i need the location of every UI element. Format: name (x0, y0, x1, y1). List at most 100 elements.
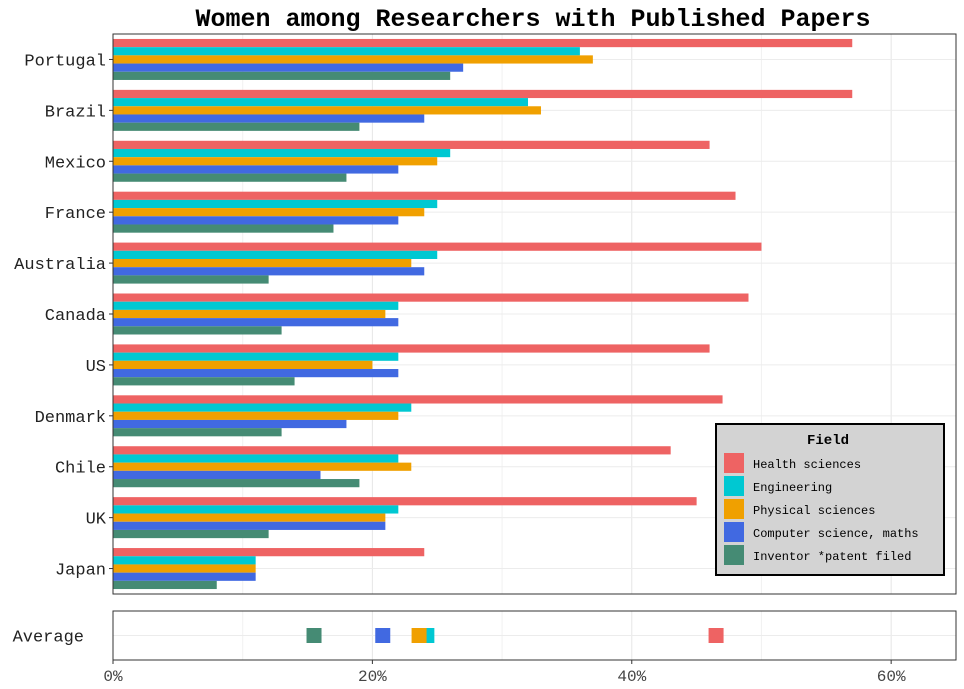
bar-france-health-sciences (113, 191, 736, 200)
bar-uk-engineering (113, 505, 399, 514)
category-group-uk (113, 497, 697, 539)
category-label: UK (86, 511, 107, 530)
bar-brazil-physical-sciences (113, 106, 541, 115)
bar-japan-inventor-patent-filed (113, 580, 217, 590)
bar-japan-physical-sciences (113, 564, 256, 573)
category-group-brazil (113, 89, 853, 131)
bar-japan-engineering (113, 556, 256, 565)
category-group-mexico (113, 140, 710, 182)
bar-france-engineering (113, 199, 438, 209)
main-panel-border (112, 33, 957, 595)
legend-box (715, 423, 945, 576)
bar-australia-engineering (113, 250, 438, 259)
category-label: US (86, 358, 106, 377)
bar-portugal-engineering (113, 47, 580, 56)
legend-title: Field (807, 433, 849, 449)
category-group-chile (113, 446, 671, 488)
bar-uk-health-sciences (113, 497, 697, 506)
chart-title: Women among Researchers with Published P… (195, 5, 870, 34)
bar-brazil-inventor-patent-filed (113, 122, 360, 131)
bar-denmark-engineering (113, 403, 412, 412)
bar-us-physical-sciences (113, 360, 373, 370)
category-group-portugal (113, 38, 853, 80)
legend-key-engineering (724, 476, 744, 496)
x-tick-label: 40% (617, 668, 646, 686)
bar-denmark-computer-science-maths (113, 419, 347, 429)
bar-canada-engineering (113, 301, 399, 310)
category-group-us (113, 344, 710, 386)
legend-key-inventor-patent-filed (724, 545, 744, 565)
category-label: Denmark (35, 409, 106, 428)
bar-japan-computer-science-maths (113, 572, 256, 581)
average-panel: Average (13, 610, 957, 661)
bar-canada-computer-science-maths (113, 318, 399, 327)
bar-chile-computer-science-maths (113, 470, 321, 480)
category-group-australia (113, 242, 762, 284)
bar-france-computer-science-maths (113, 216, 399, 225)
legend-label-engineering: Engineering (753, 481, 832, 495)
bar-australia-inventor-patent-filed (113, 275, 269, 284)
x-tick-label: 0% (103, 668, 123, 686)
category-label: Australia (14, 256, 106, 275)
bar-chile-health-sciences (113, 446, 671, 455)
bar-chile-engineering (113, 454, 399, 463)
bar-portugal-health-sciences (113, 38, 853, 48)
legend-label-health-sciences: Health sciences (753, 458, 861, 472)
legend-key-health-sciences (724, 453, 744, 473)
category-group-canada (113, 293, 749, 335)
bar-portugal-physical-sciences (113, 55, 593, 64)
bar-australia-physical-sciences (113, 258, 412, 268)
category-group-denmark (113, 395, 723, 437)
bar-uk-computer-science-maths (113, 521, 386, 530)
bar-denmark-health-sciences (113, 395, 723, 404)
bar-us-inventor-patent-filed (113, 377, 295, 386)
category-label: Portugal (24, 52, 106, 71)
bar-us-engineering (113, 352, 399, 361)
category-label: Brazil (45, 103, 106, 122)
category-group-japan (113, 548, 425, 590)
average-marker-physical-sciences (411, 628, 427, 643)
average-panel-border (112, 610, 957, 661)
category-label: Mexico (45, 154, 106, 173)
bar-denmark-physical-sciences (113, 411, 399, 420)
bar-canada-physical-sciences (113, 309, 386, 319)
legend-key-physical-sciences (724, 499, 744, 519)
x-tick-label: 20% (358, 668, 387, 686)
bar-australia-computer-science-maths (113, 267, 425, 276)
bar-france-physical-sciences (113, 208, 425, 217)
bar-chile-inventor-patent-filed (113, 479, 360, 488)
legend: Field Health sciences Engineering Physical … (715, 423, 945, 576)
x-axis: 0% 20% 40% 60% (103, 660, 906, 686)
bar-uk-physical-sciences (113, 513, 386, 522)
legend-label-inventor-patent-filed: Inventor *patent filed (753, 550, 911, 564)
average-marker-computer-science-maths (375, 628, 391, 643)
bar-portugal-computer-science-maths (113, 63, 464, 72)
bar-canada-inventor-patent-filed (113, 326, 282, 335)
bar-mexico-computer-science-maths (113, 165, 399, 174)
average-marker-inventor-patent-filed (306, 628, 322, 643)
bar-france-inventor-patent-filed (113, 224, 334, 233)
bar-us-health-sciences (113, 344, 710, 353)
bar-brazil-health-sciences (113, 89, 853, 99)
average-marker-health-sciences (708, 628, 724, 643)
bar-mexico-inventor-patent-filed (113, 173, 347, 182)
category-group-france (113, 191, 736, 233)
bar-brazil-computer-science-maths (113, 114, 425, 123)
bar-australia-health-sciences (113, 242, 762, 251)
bar-portugal-inventor-patent-filed (113, 71, 451, 80)
average-label: Average (13, 629, 84, 648)
bar-mexico-physical-sciences (113, 157, 438, 166)
bar-brazil-engineering (113, 98, 529, 107)
category-label: Chile (55, 460, 106, 479)
bar-uk-inventor-patent-filed (113, 529, 269, 539)
bar-japan-health-sciences (113, 548, 425, 557)
main-panel: Portugal Brazil Mexico France Australia Canad… (14, 33, 957, 595)
legend-key-computer-science-maths (724, 522, 744, 542)
bar-chile-physical-sciences (113, 462, 412, 471)
bar-mexico-engineering (113, 148, 451, 158)
bar-canada-health-sciences (113, 293, 749, 302)
category-label: Canada (45, 307, 106, 326)
bar-us-computer-science-maths (113, 369, 399, 378)
category-label: France (45, 205, 106, 224)
